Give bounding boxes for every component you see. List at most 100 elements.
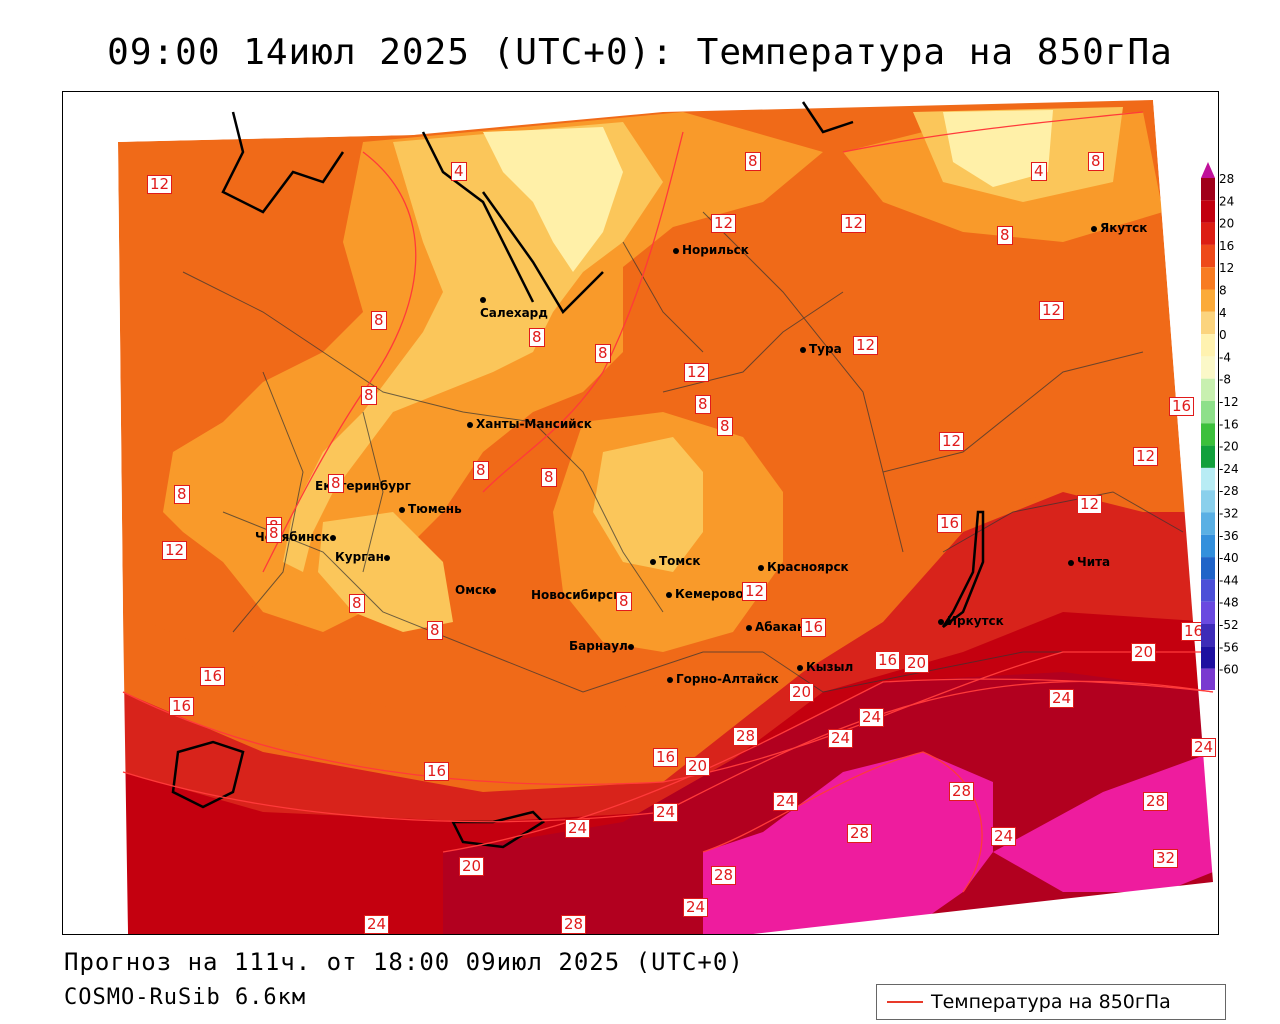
scale-swatch — [1201, 468, 1215, 490]
scale-tick-label: -12 — [1219, 395, 1239, 409]
city-krasnoyarsk: Красноярск — [758, 560, 849, 574]
isotherm-label: 12 — [853, 336, 878, 355]
isotherm-label: 4 — [1031, 162, 1047, 181]
isotherm-label: 8 — [616, 592, 632, 611]
scale-tick-label: -32 — [1219, 507, 1239, 521]
isotherm-label: 16 — [169, 697, 194, 716]
city-label: Курган — [335, 550, 384, 564]
scale-swatch — [1201, 490, 1215, 512]
city-label: Тюмень — [408, 502, 462, 516]
city-dot — [330, 535, 336, 541]
scale-swatch — [1201, 423, 1215, 445]
isotherm-label: 24 — [653, 803, 678, 822]
isotherm-label: 24 — [364, 915, 389, 934]
city-dot — [490, 588, 496, 594]
isotherm-label: 20 — [1131, 643, 1156, 662]
legend: Температура на 850гПа — [876, 984, 1226, 1020]
isotherm-label: 8 — [745, 152, 761, 171]
isotherm-label: 12 — [1133, 447, 1158, 466]
isotherm-label: 8 — [595, 344, 611, 363]
scale-swatch — [1201, 669, 1215, 690]
scale-tick-label: -8 — [1219, 373, 1231, 387]
city-label: Тура — [809, 342, 842, 356]
scale-tick-label: 8 — [1219, 284, 1227, 298]
scale-tick-label: 24 — [1219, 194, 1234, 208]
city-tyumen: Тюмень — [399, 502, 462, 516]
scale-tick-label: 28 — [1219, 172, 1234, 186]
city-dot — [938, 619, 944, 625]
isotherm-label: 32 — [1153, 849, 1178, 868]
forecast-info: Прогноз на 111ч. от 18:00 09июл 2025 (UT… — [64, 948, 744, 976]
scale-swatch — [1201, 513, 1215, 535]
city-abakan: Абакан — [746, 620, 805, 634]
isotherm-label: 24 — [828, 729, 853, 748]
scale-swatch — [1201, 379, 1215, 401]
color-scale: 28 24 20 16 12 8 4 0 -4 -8 -12 -16 -20 -24 -28 -32 -36 -4… — [1199, 160, 1279, 690]
isotherm-label: 24 — [1191, 738, 1216, 757]
city-label: Якутск — [1100, 221, 1147, 235]
isotherm-label: 28 — [1143, 792, 1168, 811]
city-dot — [467, 422, 473, 428]
isotherm-label: 4 — [451, 162, 467, 181]
scale-tick-label: -4 — [1219, 350, 1231, 364]
city-dot — [667, 677, 673, 683]
isotherm-label: 8 — [717, 417, 733, 436]
city-dot — [797, 665, 803, 671]
isotherm-label: 28 — [711, 866, 736, 885]
scale-swatch — [1201, 579, 1215, 601]
scale-swatch — [1201, 602, 1215, 624]
city-label: Ханты-Мансийск — [476, 417, 592, 431]
city-dot — [628, 644, 634, 650]
temperature-map[interactable]: Норильск Якутск Салехард Тура Ханты-Манс… — [62, 91, 1219, 935]
scale-swatch — [1201, 646, 1215, 668]
city-label: Красноярск — [767, 560, 849, 574]
isotherm-label: 8 — [427, 621, 443, 640]
city-dot — [800, 347, 806, 353]
isotherm-label: 20 — [459, 857, 484, 876]
scale-tick-label: 20 — [1219, 217, 1234, 231]
isotherm-label: 20 — [685, 757, 710, 776]
city-label: Норильск — [682, 243, 749, 257]
isotherm-label: 28 — [561, 915, 586, 934]
outside-left — [63, 142, 128, 934]
city-barnaul: Барнаул — [569, 639, 637, 653]
scale-tick-label: -48 — [1219, 596, 1239, 610]
scale-tick-label: -24 — [1219, 462, 1239, 476]
city-chita: Чита — [1068, 555, 1110, 569]
isotherm-label: 12 — [742, 582, 767, 601]
isotherm-label: 16 — [937, 514, 962, 533]
scale-swatch — [1201, 624, 1215, 646]
isotherm-label: 16 — [1169, 397, 1194, 416]
scale-swatch — [1201, 290, 1215, 312]
scale-tick-label: -40 — [1219, 551, 1239, 565]
isotherm-label: 24 — [859, 708, 884, 727]
isotherm-label: 8 — [541, 468, 557, 487]
city-kemerovo: Кемерово — [666, 587, 744, 601]
scale-tick-label: 0 — [1219, 328, 1227, 342]
isotherm-label: 12 — [939, 432, 964, 451]
city-omsk: Омск — [455, 583, 499, 597]
city-dot — [399, 507, 405, 513]
city-label: Горно-Алтайск — [676, 672, 779, 686]
city-irkutsk: Иркутск — [938, 614, 1004, 628]
city-label: Кызыл — [806, 660, 853, 674]
isotherm-label: 8 — [174, 485, 190, 504]
scale-swatch — [1201, 334, 1215, 356]
city-label: Иркутск — [947, 614, 1004, 628]
isotherm-label: 8 — [328, 474, 344, 493]
scale-swatch — [1201, 200, 1215, 222]
scale-tick-label: -28 — [1219, 484, 1239, 498]
scale-swatch — [1201, 535, 1215, 557]
city-khanty-mansiysk: Ханты-Мансийск — [467, 417, 592, 431]
city-dot — [746, 625, 752, 631]
isotherm-label: 8 — [349, 594, 365, 613]
isotherm-label: 28 — [949, 782, 974, 801]
isotherm-label: 12 — [684, 363, 709, 382]
scale-swatch — [1201, 223, 1215, 245]
isotherm-label: 16 — [875, 651, 900, 670]
city-salekhard: Салехард — [480, 292, 548, 320]
isotherm-label: 8 — [1088, 152, 1104, 171]
isotherm-label: 12 — [1077, 495, 1102, 514]
scale-swatch — [1201, 245, 1215, 267]
scale-tick-label: -16 — [1219, 417, 1239, 431]
